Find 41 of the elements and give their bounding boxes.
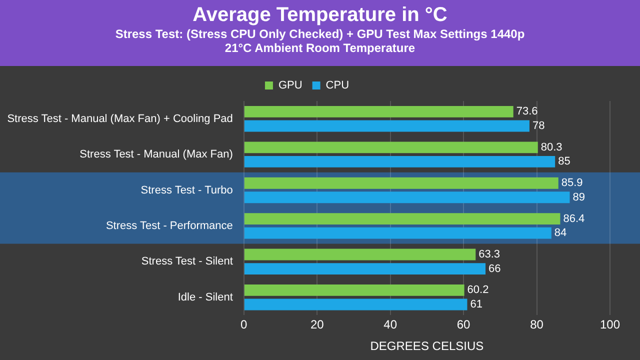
bar (244, 298, 468, 310)
x-tick-label: 60 (456, 318, 471, 332)
x-tick-label: 20 (310, 318, 324, 332)
data-label: 85 (558, 156, 570, 168)
bar (244, 263, 486, 274)
data-label: 61 (470, 298, 482, 311)
data-label: 73.6 (516, 106, 538, 118)
data-label: 63.3 (478, 248, 500, 261)
data-label: 80.3 (540, 141, 562, 154)
data-label: 78 (532, 120, 545, 132)
bar (244, 142, 538, 154)
x-tick-label: 80 (530, 318, 544, 332)
bar (244, 106, 514, 118)
chart-subtitle: Stress Test: (Stress CPU Only Checked) + GPU Test Max Settings 1440p 21°C Ambient Room Temperature (114, 27, 526, 55)
data-label: 66 (488, 262, 501, 275)
data-label: 84 (554, 227, 567, 240)
legend-label: CPU (326, 80, 350, 92)
bar (244, 192, 570, 204)
bar (244, 248, 476, 260)
y-tick-label: Stress Test - Silent (141, 256, 233, 268)
data-label: 86.4 (563, 212, 585, 225)
x-axis-title: DEGREES CELSIUS (370, 339, 484, 354)
x-tick-label: 100 (600, 318, 620, 332)
bar (244, 213, 560, 225)
data-label: 85.9 (561, 177, 583, 190)
y-tick-label: Stress Test - Manual (Max Fan) + Cooling Pad (7, 112, 233, 125)
y-tick-label: Stress Test - Turbo (140, 184, 233, 196)
data-label: 89 (572, 191, 585, 204)
y-tick-label: Stress Test - Performance (106, 220, 233, 232)
bar (244, 120, 530, 132)
legend-label: GPU (278, 80, 302, 92)
y-tick-label: Idle - Silent (178, 291, 233, 304)
chart-title: Average Temperature in °C (192, 4, 448, 27)
bar (244, 156, 556, 168)
data-label: 60.2 (467, 284, 489, 296)
bar (244, 177, 558, 189)
y-tick-label: Stress Test - Manual (Max Fan) (80, 148, 233, 161)
bar (244, 284, 464, 296)
bar (244, 227, 552, 239)
x-tick-label: 40 (384, 318, 398, 332)
x-tick-label: 0 (240, 318, 248, 332)
